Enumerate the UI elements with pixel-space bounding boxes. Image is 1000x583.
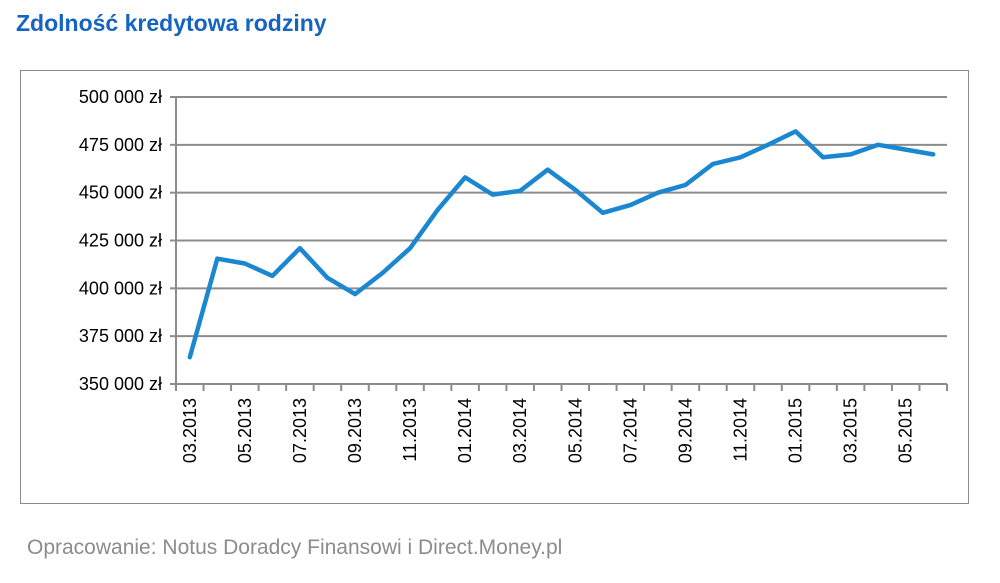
x-tick-labels: 03.2013 05.2013 07.2013 09.2013 11.2013 01.20… (180, 398, 916, 463)
x-tick-label: 09.2014 (675, 398, 695, 463)
x-tick-label: 11.2013 (400, 398, 420, 462)
x-tick-label: 07.2014 (620, 398, 640, 463)
y-tick-label: 475 000 zł (79, 135, 162, 155)
x-tick-label: 01.2015 (786, 398, 806, 463)
series (187, 129, 936, 360)
y-tick-label: 400 000 zł (79, 278, 162, 298)
y-tick-labels: 350 000 zł 375 000 zł 400 000 zł 425 000 zł… (79, 87, 162, 394)
x-tick-label: 03.2014 (510, 398, 530, 463)
x-tick-label: 03.2015 (841, 398, 861, 463)
gridlines (176, 96, 947, 338)
x-tick-label: 05.2015 (896, 398, 916, 463)
x-tick-label: 01.2014 (455, 398, 475, 463)
axes (170, 96, 948, 391)
x-tick-label: 03.2013 (180, 398, 200, 463)
y-tick-label: 450 000 zł (79, 183, 162, 203)
chart-frame (20, 70, 969, 504)
chart-title: Zdolność kredytowa rodziny (16, 10, 327, 36)
x-tick-label: 05.2013 (235, 398, 255, 463)
x-tick-label: 11.2014 (730, 398, 750, 462)
source-note: Opracowanie: Notus Doradcy Finansowi i D… (27, 536, 563, 559)
y-tick-label: 350 000 zł (79, 374, 162, 394)
y-tick-label: 425 000 zł (79, 231, 162, 251)
x-tick-label: 09.2013 (345, 398, 365, 463)
y-tick-label: 375 000 zł (79, 326, 162, 346)
series-line-0 (187, 129, 936, 360)
x-tick-label: 07.2013 (290, 398, 310, 463)
x-tick-label: 05.2014 (565, 398, 585, 463)
y-tick-label: 500 000 zł (79, 87, 162, 107)
